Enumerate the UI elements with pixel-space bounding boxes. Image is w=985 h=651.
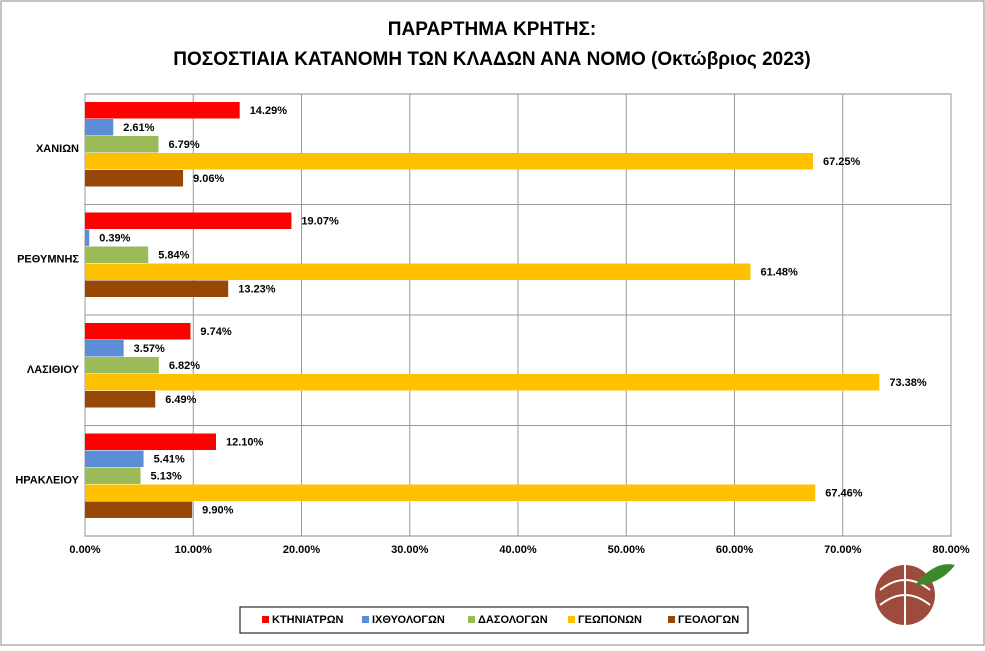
- value-label: 73.38%: [889, 377, 927, 389]
- value-label: 67.25%: [823, 156, 861, 168]
- y-tick-label: ΡΕΘΥΜΝΗΣ: [17, 254, 79, 266]
- legend-box: [239, 606, 749, 634]
- bar: [85, 467, 141, 484]
- legend-swatch: [568, 616, 575, 623]
- value-label: 12.10%: [226, 437, 264, 449]
- bar: [85, 484, 816, 501]
- legend-swatch: [668, 616, 675, 623]
- bar: [85, 136, 159, 153]
- bar: [85, 246, 149, 263]
- bar: [85, 280, 229, 297]
- legend-swatch: [262, 616, 269, 623]
- legend-swatch: [362, 616, 369, 623]
- bar: [85, 450, 144, 467]
- y-tick-label: ΛΑΣΙΘΙΟΥ: [27, 364, 80, 376]
- value-label: 3.57%: [134, 343, 165, 355]
- value-label: 6.82%: [169, 360, 200, 372]
- logo: [875, 564, 955, 625]
- chart-title: ΠΑΡΑΡΤΗΜΑ ΚΡΗΤΗΣ:: [388, 19, 596, 40]
- bar: [85, 119, 114, 136]
- value-label: 13.23%: [238, 284, 276, 296]
- x-tick-label: 40.00%: [499, 544, 537, 556]
- value-label: 5.13%: [151, 471, 182, 483]
- bar: [85, 102, 240, 119]
- legend-label: ΔΑΣΟΛΟΓΩΝ: [478, 614, 548, 626]
- x-tick-label: 10.00%: [175, 544, 213, 556]
- bar: [85, 357, 159, 374]
- value-label: 19.07%: [301, 216, 339, 228]
- value-label: 5.41%: [154, 454, 185, 466]
- value-label: 61.48%: [761, 267, 799, 279]
- legend-swatch: [468, 616, 475, 623]
- x-tick-label: 60.00%: [716, 544, 754, 556]
- legend-label: ΙΧΘΥΟΛΟΓΩΝ: [372, 614, 445, 626]
- x-tick-label: 70.00%: [824, 544, 862, 556]
- legend-label: ΚΤΗΝΙΑΤΡΩΝ: [272, 614, 344, 626]
- value-label: 6.79%: [169, 139, 200, 151]
- bar: [85, 170, 184, 187]
- bar: [85, 501, 193, 518]
- bar: [85, 263, 751, 280]
- bar: [85, 153, 813, 170]
- value-label: 9.90%: [202, 505, 233, 517]
- value-label: 67.46%: [825, 488, 863, 500]
- y-tick-label: ΗΡΑΚΛΕΙΟΥ: [15, 475, 79, 487]
- value-label: 0.39%: [99, 233, 130, 245]
- x-tick-label: 30.00%: [391, 544, 429, 556]
- bar: [85, 323, 191, 340]
- x-tick-label: 80.00%: [932, 544, 970, 556]
- x-tick-label: 0.00%: [69, 544, 100, 556]
- value-label: 6.49%: [165, 394, 196, 406]
- value-label: 9.06%: [193, 173, 224, 185]
- y-tick-label: ΧΑΝΙΩΝ: [36, 143, 79, 155]
- bar: [85, 340, 124, 357]
- value-label: 5.84%: [158, 250, 189, 262]
- chart-subtitle: ΠΟΣΟΣΤΙΑΙΑ ΚΑΤΑΝΟΜΗ ΤΩΝ ΚΛΑΔΩΝ ΑΝΑ ΝΟΜΟ …: [173, 49, 810, 70]
- bar: [85, 374, 880, 391]
- x-tick-label: 50.00%: [608, 544, 646, 556]
- value-label: 9.74%: [200, 326, 231, 338]
- bar: [85, 391, 156, 408]
- legend-label: ΓΕΩΠΟΝΩΝ: [578, 614, 642, 626]
- bar: [85, 433, 216, 450]
- legend-label: ΓΕΟΛΟΓΩΝ: [678, 614, 739, 626]
- bar: [85, 212, 292, 229]
- value-label: 14.29%: [250, 105, 288, 117]
- bar: [85, 229, 90, 246]
- value-label: 2.61%: [123, 122, 154, 134]
- x-tick-label: 20.00%: [283, 544, 321, 556]
